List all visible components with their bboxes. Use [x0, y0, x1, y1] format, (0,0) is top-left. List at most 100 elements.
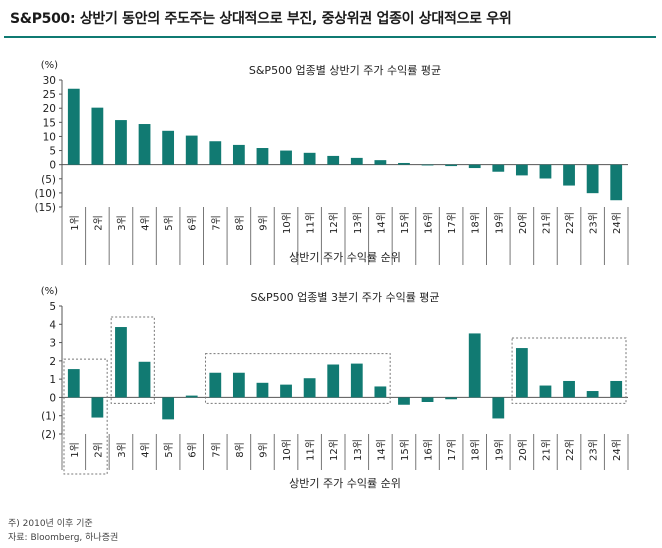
bar: [610, 164, 623, 201]
x-axis-title: 상반기 주가 수익률 순위: [289, 477, 401, 490]
bar: [421, 164, 434, 166]
x-tick-label: 18위: [469, 212, 482, 234]
x-tick-label: 23위: [587, 439, 600, 461]
y-tick-label: (2): [41, 429, 56, 441]
x-tick-label: 13위: [351, 212, 364, 234]
x-tick-label: 21위: [539, 439, 552, 461]
bar: [586, 391, 599, 398]
bar: [327, 155, 340, 165]
x-tick-label: 15위: [398, 212, 411, 234]
bar: [209, 372, 222, 398]
highlight-box: [63, 358, 108, 475]
bar: [138, 361, 151, 398]
bar: [563, 380, 575, 398]
x-tick-label: 19위: [492, 439, 505, 461]
x-tick-label: 23위: [587, 212, 600, 234]
y-tick-label: 20: [43, 103, 56, 115]
bar: [303, 378, 316, 398]
y-tick-label: 5: [49, 146, 56, 158]
x-tick-label: 9위: [256, 215, 269, 231]
bar: [421, 397, 434, 402]
x-tick-label: 9위: [256, 442, 269, 458]
chart-title: S&P500 업종별 상반기 주가 수익률 평균: [249, 64, 441, 77]
bar: [115, 120, 127, 165]
bar: [115, 327, 127, 398]
x-tick-label: 14위: [374, 212, 387, 234]
x-tick-label: 10위: [280, 439, 293, 461]
footnote-note: 주) 2010년 이후 기준: [8, 519, 93, 529]
y-tick-label: (5): [41, 174, 56, 186]
x-tick-label: 24위: [610, 212, 623, 234]
footnote-source: 자료: Bloomberg, 하나증권: [8, 533, 119, 543]
x-tick-label: 5위: [162, 442, 175, 458]
bar: [398, 397, 410, 405]
x-tick-label: 8위: [233, 442, 246, 458]
bar: [256, 382, 269, 398]
bar: [232, 372, 245, 398]
highlight-box: [205, 353, 391, 404]
bar: [539, 164, 552, 179]
y-tick-label: (15): [34, 202, 56, 214]
bar: [91, 107, 104, 165]
x-tick-label: 20위: [516, 212, 529, 234]
y-tick-label: 10: [43, 131, 56, 143]
x-tick-label: 2위: [91, 215, 104, 231]
x-tick-label: 3위: [115, 215, 128, 231]
x-tick-label: 16위: [422, 439, 435, 461]
y-tick-label: (1): [41, 411, 56, 423]
x-tick-label: 11위: [304, 212, 317, 234]
bar: [445, 164, 458, 167]
highlight-box: [110, 316, 155, 404]
bar: [350, 157, 363, 165]
y-tick-label: 0: [49, 392, 56, 404]
x-tick-label: 17위: [445, 439, 458, 461]
x-tick-label: 20위: [516, 439, 529, 461]
x-tick-label: 6위: [186, 215, 199, 231]
page-title: S&P500: 상반기 동안의 주도주는 상대적으로 부진, 중상위권 업종이 …: [10, 11, 512, 27]
x-tick-label: 4위: [139, 442, 152, 458]
bar: [515, 164, 528, 176]
y-tick-label: 2: [49, 356, 56, 368]
bar: [256, 148, 269, 165]
bar: [232, 144, 245, 165]
unit-label: (%): [41, 286, 58, 297]
bar: [374, 386, 387, 398]
x-tick-label: 3위: [115, 442, 128, 458]
bar: [280, 150, 292, 165]
x-tick-label: 5위: [162, 215, 175, 231]
bar: [374, 160, 387, 165]
y-tick-label: 1: [49, 374, 56, 386]
x-tick-label: 12위: [327, 212, 340, 234]
bar: [350, 363, 363, 398]
x-tick-label: 12위: [327, 439, 340, 461]
x-tick-label: 14위: [374, 439, 387, 461]
x-tick-label: 22위: [563, 212, 576, 234]
bar: [303, 152, 316, 165]
y-tick-label: 0: [49, 160, 56, 172]
x-tick-label: 8위: [233, 215, 246, 231]
bar: [91, 397, 104, 418]
y-tick-label: 25: [43, 89, 56, 101]
x-tick-label: 4위: [139, 215, 152, 231]
x-axis-title: 상반기 주가 수익률 순위: [289, 251, 401, 264]
x-tick-label: 17위: [445, 212, 458, 234]
bar: [445, 397, 458, 400]
y-tick-label: 30: [43, 75, 56, 87]
x-tick-label: 2위: [91, 442, 104, 458]
bar: [327, 364, 340, 398]
x-tick-label: 11위: [304, 439, 317, 461]
x-tick-label: 1위: [68, 215, 81, 231]
bar: [162, 397, 175, 420]
bar: [138, 124, 151, 165]
x-tick-label: 10위: [280, 212, 293, 234]
title-divider: [4, 36, 656, 38]
bar: [539, 385, 552, 398]
bar: [468, 164, 481, 169]
bar: [209, 141, 222, 165]
unit-label: (%): [41, 60, 58, 71]
y-tick-label: 4: [49, 319, 56, 331]
bar: [563, 164, 575, 186]
bar: [468, 333, 481, 398]
bar: [610, 380, 623, 398]
